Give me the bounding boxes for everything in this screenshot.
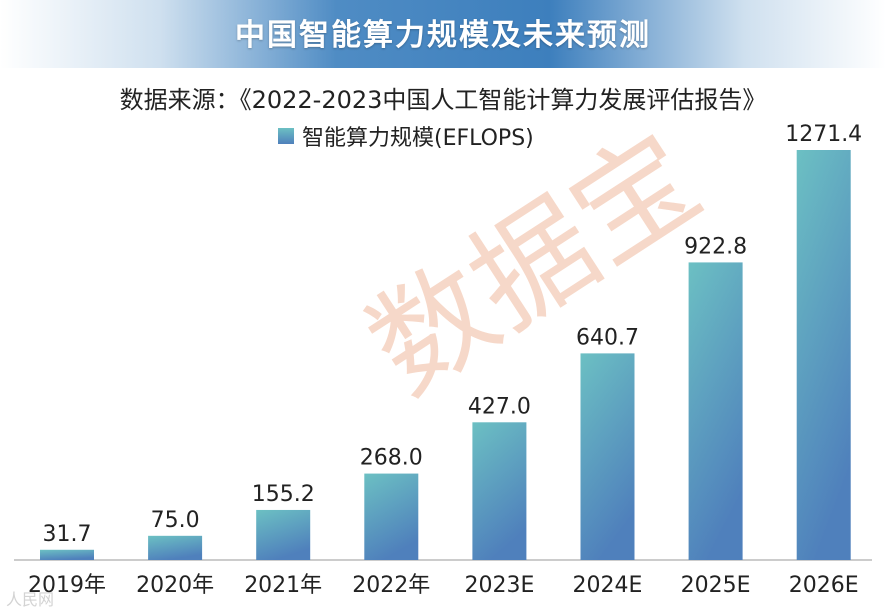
bar-2024E: [580, 353, 635, 560]
bar-2019年: [40, 549, 94, 560]
bar-2020年: [148, 535, 203, 560]
x-tick-label-2025E: 2025E: [681, 573, 751, 598]
bar-2025E: [688, 262, 743, 560]
x-tick-label-2023E: 2023E: [464, 573, 534, 598]
bar-2023E: [472, 422, 527, 560]
footer-watermark: 人民网: [6, 590, 55, 609]
x-tick-label-2026E: 2026E: [789, 573, 859, 598]
bar-2026E: [796, 150, 851, 560]
data-label-2022年: 268.0: [360, 446, 423, 471]
data-label-2025E: 922.8: [684, 234, 747, 259]
data-label-2023E: 427.0: [468, 394, 531, 419]
data-label-2024E: 640.7: [576, 325, 639, 350]
data-source: 数据来源：《2022-2023中国人工智能计算力发展评估报告》: [119, 86, 767, 114]
x-tick-label-2022年: 2022年: [352, 573, 430, 598]
bar-2022年: [364, 473, 419, 560]
x-tick-label-2024E: 2024E: [573, 573, 643, 598]
chart-title: 中国智能算力规模及未来预测: [235, 18, 651, 53]
legend-swatch: [278, 128, 294, 144]
data-label-2026E: 1271.4: [785, 122, 862, 147]
title-banner: 中国智能算力规模及未来预测: [0, 0, 886, 68]
x-tick-label-2019年: 2019年: [28, 573, 106, 598]
data-label-2020年: 75.0: [151, 508, 200, 533]
x-tick-label-2020年: 2020年: [136, 573, 214, 598]
legend: 智能算力规模(EFLOPS): [278, 120, 534, 152]
legend-label: 智能算力规模(EFLOPS): [302, 126, 534, 151]
data-label-2019年: 31.7: [43, 522, 92, 547]
x-tick-label-2021年: 2021年: [244, 573, 322, 598]
bar-2021年: [256, 509, 311, 560]
data-label-2021年: 155.2: [252, 482, 315, 507]
